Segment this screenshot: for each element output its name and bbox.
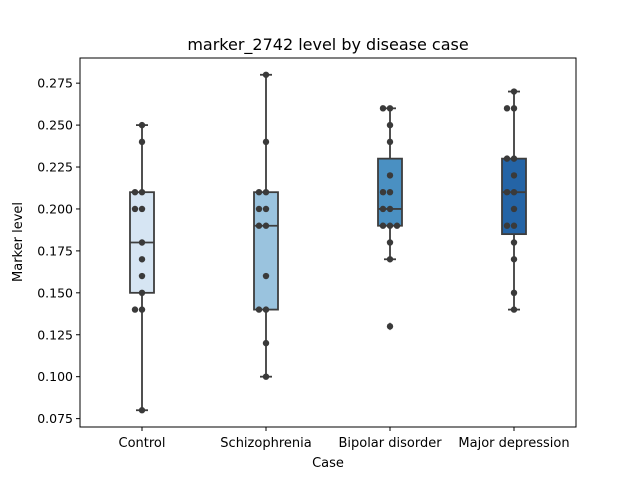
data-point (379, 105, 387, 112)
y-tick-label: 0.225 (37, 160, 73, 175)
axes-frame (79, 57, 577, 428)
data-point (386, 172, 394, 179)
data-point (138, 138, 146, 146)
data-point (379, 188, 387, 196)
data-point (262, 272, 270, 280)
data-point (503, 222, 511, 229)
y-tick-label: 0.250 (37, 118, 73, 133)
data-point (386, 323, 394, 330)
y-tick-label: 0.200 (37, 201, 73, 216)
swarm-points (255, 71, 270, 380)
y-tick-label: 0.075 (37, 411, 73, 426)
x-tick-label: Schizophrenia (220, 436, 311, 451)
data-point (131, 306, 139, 313)
y-axis-label: Marker level (11, 202, 26, 282)
iqr-box (501, 157, 527, 236)
data-point (510, 172, 518, 179)
data-point (255, 222, 263, 229)
data-point (138, 306, 146, 313)
data-point (510, 256, 518, 263)
data-point (379, 222, 387, 229)
x-tick-label: Bipolar disorder (338, 436, 442, 451)
y-tick-label: 0.175 (37, 243, 73, 258)
box-group-major-depression (501, 90, 527, 311)
data-point (386, 105, 394, 112)
data-point (262, 373, 270, 380)
data-point (379, 205, 387, 213)
data-point (510, 205, 518, 213)
data-point (138, 121, 146, 129)
data-point (510, 88, 518, 95)
data-point (503, 105, 511, 112)
data-point (262, 205, 270, 213)
data-point (255, 205, 263, 213)
data-point (262, 71, 270, 78)
data-point (262, 306, 270, 313)
data-point (131, 188, 139, 196)
data-point (386, 188, 394, 196)
data-point (255, 306, 263, 313)
data-point (262, 138, 270, 146)
data-point (138, 188, 146, 196)
data-point (503, 188, 511, 196)
data-point (386, 222, 394, 229)
y-tick-label: 0.150 (37, 285, 73, 300)
data-point (503, 155, 511, 162)
data-point (510, 289, 518, 297)
y-tick-label: 0.100 (37, 369, 73, 384)
data-point (262, 222, 270, 229)
data-point (262, 188, 270, 196)
swarm-points (379, 105, 401, 330)
data-point (138, 239, 146, 246)
data-point (510, 188, 518, 196)
data-point (138, 272, 146, 280)
data-point (393, 222, 401, 229)
y-tick-label: 0.275 (37, 76, 73, 91)
data-point (131, 205, 139, 213)
x-axis-label: Case (312, 456, 344, 471)
x-tick-label: Major depression (458, 436, 569, 451)
data-point (386, 205, 394, 213)
data-point (138, 205, 146, 213)
data-point (386, 256, 394, 263)
data-point (510, 306, 518, 313)
data-point (138, 407, 146, 414)
swarm-points (503, 88, 518, 313)
data-point (510, 222, 518, 229)
chart-title: marker_2742 level by disease case (187, 35, 468, 55)
data-point (255, 188, 263, 196)
data-point (510, 105, 518, 112)
swarm-points (131, 121, 146, 414)
data-point (138, 289, 146, 297)
data-point (262, 339, 270, 347)
y-tick-label: 0.125 (37, 327, 73, 342)
x-tick-label: Control (119, 436, 166, 451)
data-point (510, 155, 518, 162)
data-point (386, 239, 394, 246)
data-point (386, 138, 394, 146)
axis-layer: 0.075 0.100 0.125 0.150 0.175 0.200 0.225 0.250… (37, 76, 569, 451)
data-point (138, 256, 146, 263)
data-point (386, 121, 394, 129)
plot-area (129, 71, 527, 414)
data-point (510, 239, 518, 246)
